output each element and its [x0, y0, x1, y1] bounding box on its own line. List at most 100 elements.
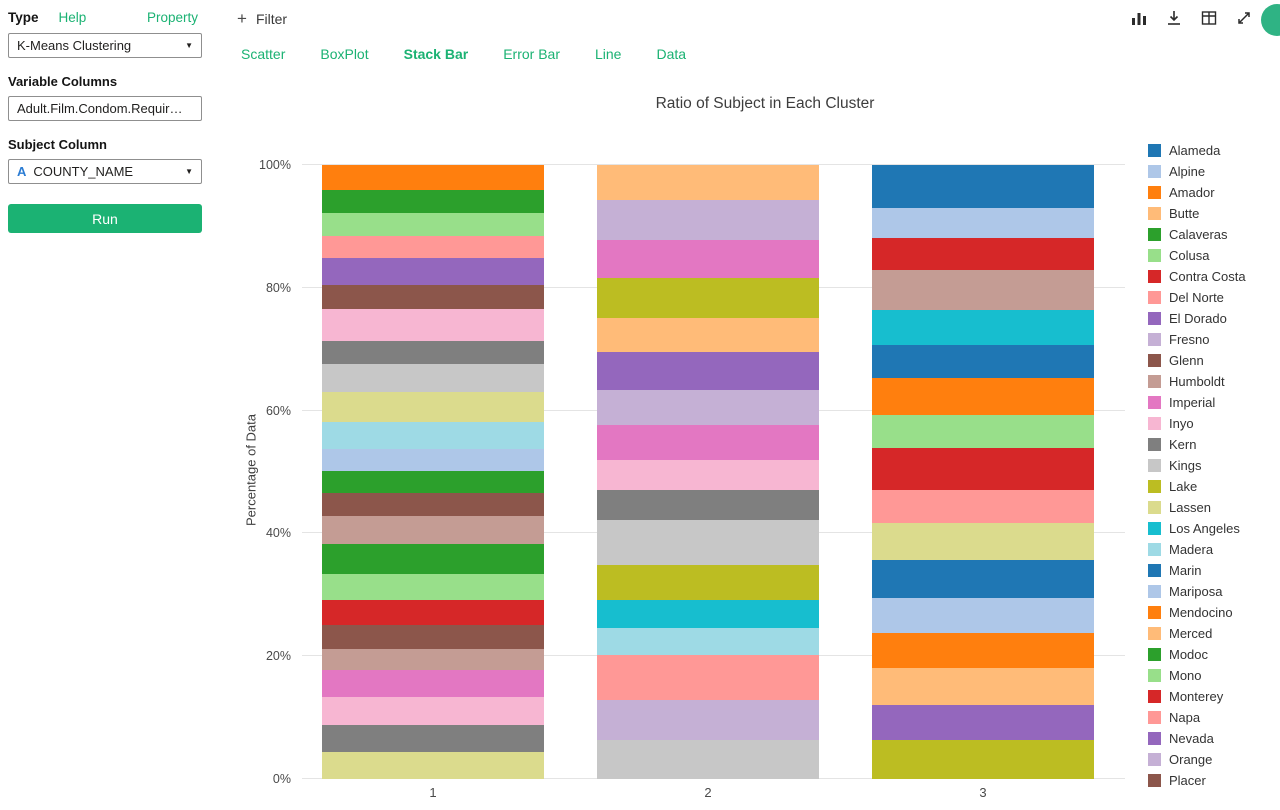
tab-scatter[interactable]: Scatter — [241, 46, 286, 62]
legend-item-contra-costa: Contra Costa — [1148, 266, 1246, 287]
bar-segment-tuolumne[interactable] — [322, 724, 544, 752]
bar-segment-riverside[interactable] — [597, 424, 819, 460]
legend-label: Fresno — [1169, 332, 1210, 347]
bar-segment-yuba[interactable] — [322, 751, 544, 779]
chart-tabs: Scatter BoxPlot Stack Bar Error Bar Line… — [241, 46, 686, 62]
bar-segment-sacramento[interactable] — [597, 459, 819, 490]
bar-segment-mono[interactable] — [872, 414, 1094, 448]
bar-segment-san-diego[interactable] — [597, 564, 819, 600]
bar-segment-santa-barbara[interactable] — [872, 597, 1094, 633]
bar-segment-alameda[interactable] — [872, 165, 1094, 208]
bar-segment-tehama[interactable] — [322, 649, 544, 671]
tab-error-bar[interactable]: Error Bar — [503, 46, 560, 62]
legend-item-mendocino: Mendocino — [1148, 602, 1246, 623]
bar-segment-san-luis-obispo[interactable] — [597, 627, 819, 655]
property-link[interactable]: Property — [146, 10, 198, 25]
bar-segment-ventura[interactable] — [597, 739, 819, 779]
bar-segment-santa-cruz[interactable] — [872, 667, 1094, 705]
bar-segment-lassen[interactable] — [322, 391, 544, 422]
add-filter-control[interactable]: + Filter — [237, 9, 287, 29]
bar-segment-inyo[interactable] — [322, 308, 544, 342]
tab-data[interactable]: Data — [656, 46, 687, 62]
bar-segment-modoc[interactable] — [322, 471, 544, 494]
bar-segment-plumas[interactable] — [322, 516, 544, 545]
bar-segment-kern[interactable] — [322, 341, 544, 365]
bar-segment-solano[interactable] — [597, 654, 819, 700]
legend-label: Nevada — [1169, 731, 1214, 746]
help-link[interactable]: Help — [58, 10, 87, 25]
bar-segment-orange[interactable] — [597, 389, 819, 425]
bar-segment-butte[interactable] — [597, 165, 819, 200]
legend-swatch — [1148, 312, 1161, 325]
expand-icon[interactable] — [1235, 9, 1253, 27]
legend-swatch — [1148, 144, 1161, 157]
bar-segment-yolo[interactable] — [872, 739, 1094, 779]
bar-segment-monterey[interactable] — [872, 447, 1094, 490]
bar-segment-colusa[interactable] — [322, 212, 544, 237]
bar-segment-glenn[interactable] — [322, 284, 544, 309]
bar-segment-shasta[interactable] — [322, 544, 544, 575]
bar-segment-nevada[interactable] — [597, 351, 819, 390]
legend-item-humboldt: Humboldt — [1148, 371, 1246, 392]
bar-segment-kings[interactable] — [322, 364, 544, 392]
stacked-bar-cluster-1 — [322, 165, 544, 779]
bar-segment-placer[interactable] — [322, 493, 544, 517]
bar-segment-amador[interactable] — [322, 165, 544, 191]
bar-segment-alpine[interactable] — [872, 207, 1094, 239]
tab-line[interactable]: Line — [595, 46, 622, 62]
tab-boxplot[interactable]: BoxPlot — [320, 46, 369, 62]
table-icon[interactable] — [1200, 9, 1218, 27]
legend-label: Imperial — [1169, 395, 1216, 410]
bar-segment-san-benito[interactable] — [597, 489, 819, 520]
bar-segment-sonoma[interactable] — [872, 704, 1094, 740]
bar-segment-trinity[interactable] — [322, 670, 544, 697]
x-tick-label: 2 — [704, 785, 712, 800]
bar-segment-sutter[interactable] — [322, 624, 544, 650]
user-avatar[interactable] — [1261, 4, 1280, 36]
legend-label: Lake — [1169, 479, 1198, 494]
bar-segment-san-joaquin[interactable] — [597, 599, 819, 628]
tab-stack-bar[interactable]: Stack Bar — [403, 46, 469, 62]
bar-segment-napa[interactable] — [872, 489, 1094, 523]
legend-swatch — [1148, 732, 1161, 745]
subject-column-select[interactable]: A COUNTY_NAME ▼ — [8, 159, 202, 184]
legend-label: Del Norte — [1169, 290, 1224, 305]
bar-segment-san-bernardino[interactable] — [597, 519, 819, 565]
legend-swatch — [1148, 522, 1161, 535]
bar-segment-tulare[interactable] — [322, 696, 544, 725]
bar-segment-san-mateo[interactable] — [872, 559, 1094, 598]
bar-segment-san-francisco[interactable] — [872, 522, 1094, 560]
legend-item-merced: Merced — [1148, 623, 1246, 644]
bar-segment-mariposa[interactable] — [322, 448, 544, 472]
bar-segment-stanislaus[interactable] — [597, 699, 819, 740]
clustering-type-value: K-Means Clustering — [17, 38, 132, 53]
bar-segment-calaveras[interactable] — [322, 190, 544, 213]
clustering-type-select[interactable]: K-Means Clustering ▼ — [8, 33, 202, 58]
bar-segment-lake[interactable] — [597, 277, 819, 318]
run-button[interactable]: Run — [8, 204, 202, 233]
bar-segment-madera[interactable] — [322, 421, 544, 449]
bar-segment-siskiyou[interactable] — [322, 599, 544, 625]
bar-segment-merced[interactable] — [597, 317, 819, 352]
legend-label: Alpine — [1169, 164, 1206, 179]
bar-segment-fresno[interactable] — [597, 199, 819, 240]
bar-segment-marin[interactable] — [872, 344, 1094, 378]
legend-swatch — [1148, 480, 1161, 493]
bar-segment-contra-costa[interactable] — [872, 238, 1094, 270]
bar-segment-los-angeles[interactable] — [872, 309, 1094, 345]
variable-columns-select[interactable]: Adult.Film.Condom.Requir… — [8, 96, 202, 121]
legend-item-los-angeles: Los Angeles — [1148, 518, 1246, 539]
bar-segment-del-norte[interactable] — [322, 236, 544, 259]
legend-swatch — [1148, 543, 1161, 556]
bar-segment-santa-clara[interactable] — [872, 632, 1094, 668]
bar-segment-mendocino[interactable] — [872, 378, 1094, 415]
bar-segment-humboldt[interactable] — [872, 269, 1094, 310]
legend-item-madera: Madera — [1148, 539, 1246, 560]
bar-chart-icon[interactable] — [1130, 9, 1148, 27]
legend-item-glenn: Glenn — [1148, 350, 1246, 371]
download-icon[interactable] — [1165, 9, 1183, 27]
y-tick-label: 100% — [259, 158, 291, 172]
bar-segment-sierra[interactable] — [322, 574, 544, 600]
bar-segment-imperial[interactable] — [597, 239, 819, 278]
bar-segment-el-dorado[interactable] — [322, 258, 544, 285]
